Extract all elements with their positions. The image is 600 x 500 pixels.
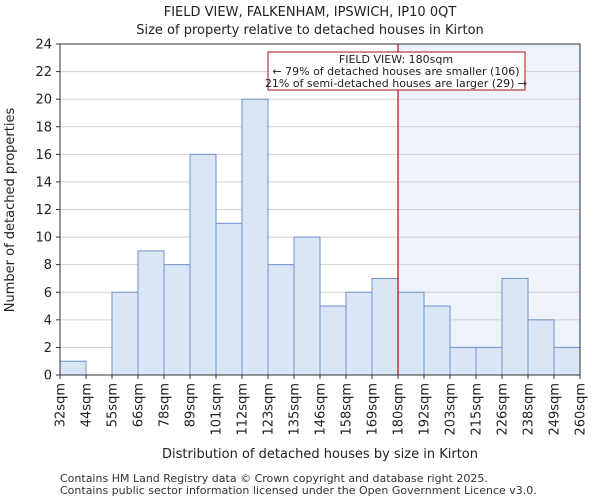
- x-axis-ticks: 32sqm 44sqm 55sqm 66sqm 78sqm 89sqm 101sqm 112s…: [54, 375, 589, 436]
- x-tick-label: 135sqm: [288, 383, 303, 436]
- annotation-line2: ← 79% of detached houses are smaller (10…: [272, 65, 519, 78]
- bar-203sqm: [449, 346, 477, 376]
- bars: [59, 98, 581, 376]
- y-tick-label: 22: [35, 65, 52, 80]
- bar-226sqm: [501, 277, 529, 376]
- x-tick-label: 89sqm: [184, 383, 199, 427]
- bar-180sqm: [397, 291, 425, 376]
- y-tick-label: 8: [44, 258, 52, 273]
- bar-146sqm: [319, 305, 347, 376]
- annotation-line3: 21% of semi-detached houses are larger (…: [265, 77, 527, 90]
- x-tick-label: 112sqm: [236, 383, 251, 436]
- annotation-line1: FIELD VIEW: 180sqm: [339, 53, 453, 66]
- annotation-box: FIELD VIEW: 180sqm ← 79% of detached hou…: [265, 51, 527, 91]
- y-tick-label: 14: [35, 175, 52, 190]
- x-tick-label: 180sqm: [392, 383, 407, 436]
- bar-135sqm: [293, 236, 321, 376]
- bar-249sqm: [553, 346, 581, 376]
- bar-66sqm: [137, 250, 165, 376]
- footer-line2: Contains public sector information licen…: [60, 484, 537, 497]
- x-tick-label: 146sqm: [314, 383, 329, 436]
- bar-101sqm: [215, 222, 243, 376]
- x-axis-label: Distribution of detached houses by size …: [162, 447, 478, 462]
- x-tick-label: 169sqm: [366, 383, 381, 436]
- bar-123sqm: [267, 264, 295, 376]
- x-tick-label: 226sqm: [496, 383, 511, 436]
- y-tick-label: 0: [44, 369, 52, 384]
- bar-158sqm: [345, 291, 373, 376]
- x-tick-label: 238sqm: [522, 383, 537, 436]
- bar-112sqm: [241, 98, 269, 376]
- bar-192sqm: [423, 305, 451, 376]
- y-tick-label: 16: [35, 148, 52, 163]
- bar-55sqm: [111, 291, 139, 376]
- y-tick-label: 12: [35, 203, 52, 218]
- bar-238sqm: [527, 319, 555, 376]
- x-tick-label: 215sqm: [470, 383, 485, 436]
- x-tick-label: 249sqm: [548, 383, 563, 436]
- y-tick-label: 10: [35, 231, 52, 246]
- y-tick-label: 2: [44, 341, 52, 356]
- annotation-frame: [267, 51, 526, 91]
- x-tick-label: 158sqm: [340, 383, 355, 436]
- x-tick-label: 101sqm: [210, 383, 225, 436]
- x-tick-label: 203sqm: [444, 383, 459, 436]
- bar-215sqm: [475, 346, 503, 376]
- chart-title-line2: Size of property relative to detached ho…: [136, 23, 484, 38]
- y-tick-label: 18: [35, 120, 52, 135]
- y-tick-label: 4: [44, 313, 52, 328]
- x-tick-label: 78sqm: [158, 383, 173, 427]
- x-tick-label: 32sqm: [54, 383, 69, 427]
- footer-line1: Contains HM Land Registry data © Crown c…: [60, 472, 488, 485]
- chart-title-line1: FIELD VIEW, FALKENHAM, IPSWICH, IP10 0QT: [164, 5, 457, 20]
- x-tick-label: 260sqm: [574, 383, 589, 436]
- y-tick-label: 6: [44, 286, 52, 301]
- bar-89sqm: [189, 153, 217, 376]
- x-tick-label: 55sqm: [106, 383, 121, 427]
- x-tick-label: 44sqm: [80, 383, 95, 427]
- y-tick-label: 20: [35, 93, 52, 108]
- x-tick-label: 123sqm: [262, 383, 277, 436]
- bar-78sqm: [163, 264, 191, 376]
- bar-169sqm: [371, 277, 399, 376]
- x-tick-label: 66sqm: [132, 383, 147, 427]
- y-axis-label: Number of detached properties: [3, 108, 18, 313]
- y-tick-label: 24: [35, 38, 52, 53]
- bar-32sqm: [59, 360, 87, 376]
- x-tick-label: 192sqm: [418, 383, 433, 436]
